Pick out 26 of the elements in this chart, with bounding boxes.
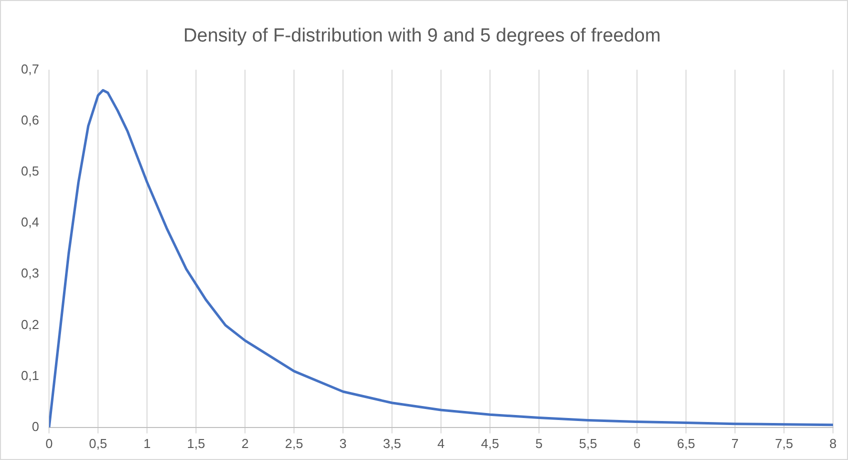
x-tick-label: 7: [731, 436, 739, 451]
y-tick-label: 0: [32, 418, 40, 434]
y-tick-label: 0,7: [20, 61, 40, 76]
x-tick-label: 3: [339, 436, 347, 451]
x-tick-label: 0: [45, 436, 53, 451]
x-tick-label: 2: [241, 436, 249, 451]
y-tick-label: 0,6: [20, 112, 40, 128]
x-tick-label: 5: [535, 436, 543, 451]
chart-title: Density of F-distribution with 9 and 5 degrees of freedom: [183, 26, 661, 47]
y-tick-label: 0,3: [20, 266, 40, 281]
y-tick-label: 0,4: [20, 214, 40, 230]
x-tick-label: 2,5: [285, 436, 304, 451]
x-tick-label: 1,5: [187, 436, 206, 451]
x-tick-label: 6: [633, 436, 641, 451]
x-tick-label: 4,5: [480, 436, 500, 451]
x-tick-label: 3,5: [383, 436, 402, 451]
y-tick-label: 0,1: [20, 368, 40, 383]
x-tick-label: 6,5: [676, 436, 696, 451]
y-tick-label: 0,2: [20, 316, 40, 332]
y-tick-label: 0,5: [20, 164, 40, 179]
x-tick-label: 1: [143, 436, 151, 451]
x-tick-label: 5,5: [578, 436, 598, 451]
x-tick-label: 4: [437, 436, 445, 451]
x-tick-label: 8: [829, 436, 837, 451]
x-tick-label: 7,5: [774, 436, 794, 451]
x-tick-label: 0,5: [89, 436, 108, 451]
